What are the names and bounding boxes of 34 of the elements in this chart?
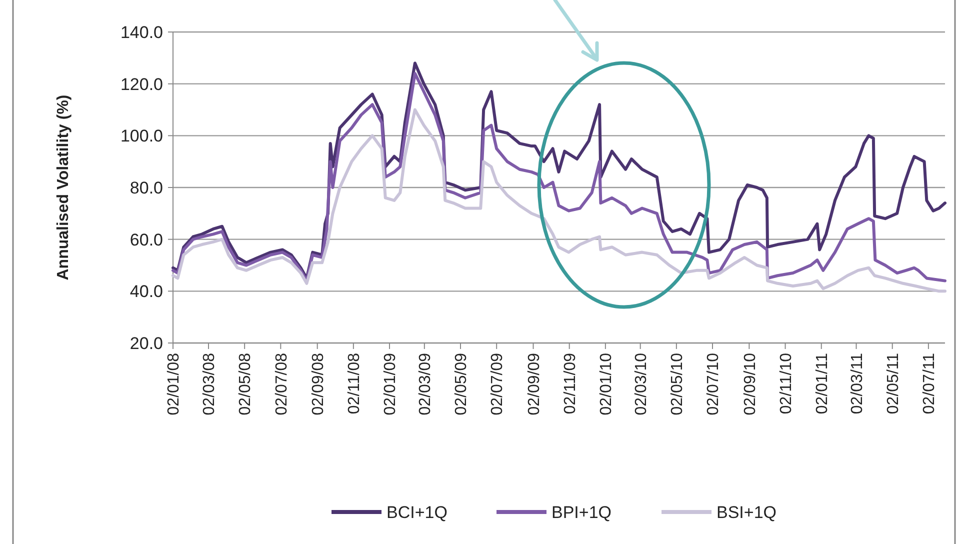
x-tick-label: 02/07/11 [921,352,938,414]
x-tick-label: 02/09/09 [526,352,543,416]
x-tick-label: 02/03/09 [417,352,434,416]
y-tick-label: 120.0 [120,74,163,94]
x-tick-label: 02/03/10 [632,352,650,416]
legend-label: BCI+1Q [386,502,448,522]
x-tick-label: 02/03/08 [201,352,218,416]
x-tick-label: 02/01/09 [382,352,400,416]
x-tick-label: 02/05/09 [453,352,470,416]
x-tick-label: 02/05/11 [884,352,902,414]
x-tick-label: 02/07/08 [273,352,290,416]
y-tick-label: 100.0 [120,126,163,146]
x-tick-label: 02/03/11 [848,352,866,414]
y-axis-title: Annualised Volatility (%) [55,94,72,280]
x-tick-label: 02/07/09 [489,352,506,416]
x-tick-label: 02/01/10 [598,352,616,416]
x-tick-label: 02/09/08 [310,352,327,416]
line-series [172,108,946,293]
legend-label: BSI+1Q [716,502,777,522]
y-tick-label: 20.0 [130,334,163,353]
x-tick-label: 02/07/10 [705,352,722,416]
legend-label: BPI+1Q [552,502,612,522]
y-tick-label: 40.0 [130,282,163,302]
x-tick-label: 02/01/11 [814,352,831,414]
y-tick-label: 60.0 [130,230,163,250]
y-tick-label: 80.0 [130,178,163,198]
x-tick-label: 02/09/10 [742,352,759,416]
x-tick-label: 02/05/10 [669,352,686,416]
y-tick-label: 140.0 [120,22,163,42]
x-tick-label: 02/11/08 [346,352,364,414]
x-tick-label: 02/01/08 [166,352,183,416]
x-tick-label: 02/05/08 [237,352,254,416]
x-tick-label: 02/11/09 [562,352,579,414]
x-tick-label: 02/11/10 [778,352,795,414]
